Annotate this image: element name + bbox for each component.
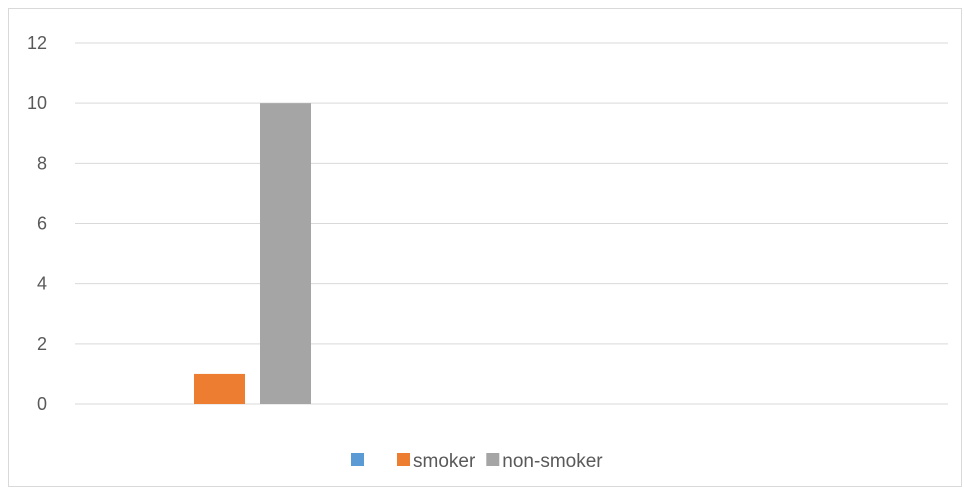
y-tick-label: 10 xyxy=(27,93,47,113)
legend-swatch-series-1 xyxy=(351,453,364,466)
y-tick-label: 6 xyxy=(37,214,47,234)
legend-swatch-smoker xyxy=(397,453,410,466)
y-tick-label: 8 xyxy=(37,153,47,173)
y-tick-label: 0 xyxy=(37,394,47,414)
legend-label: non-smoker xyxy=(502,451,603,472)
chart-frame xyxy=(8,8,962,487)
legend: smoker non-smoker xyxy=(351,451,603,472)
legend-swatch-non-smoker xyxy=(486,453,500,466)
y-tick-label: 2 xyxy=(37,334,47,354)
y-axis-tick-labels: 0 2 4 6 8 10 12 xyxy=(27,33,47,414)
bar-non-smoker xyxy=(260,103,311,405)
bars xyxy=(194,103,311,405)
y-tick-label: 4 xyxy=(37,274,47,294)
y-tick-label: 12 xyxy=(27,33,47,53)
bar-smoker xyxy=(194,373,245,404)
legend-label: smoker xyxy=(413,451,476,472)
gridlines xyxy=(75,42,948,405)
